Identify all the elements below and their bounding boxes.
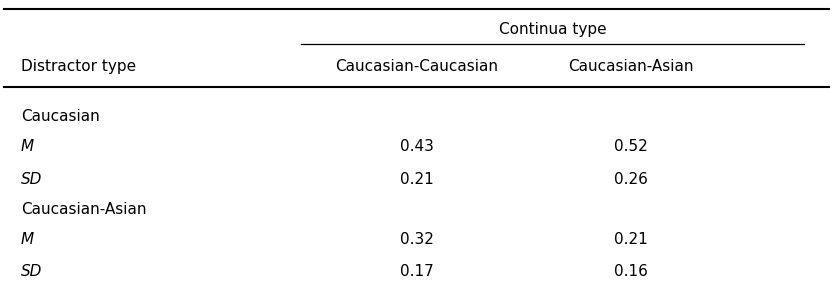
Text: M: M xyxy=(21,232,34,247)
Text: 0.43: 0.43 xyxy=(400,139,433,154)
Text: SD: SD xyxy=(21,172,42,187)
Text: Continua type: Continua type xyxy=(499,22,606,37)
Text: Caucasian-Asian: Caucasian-Asian xyxy=(568,59,694,74)
Text: 0.32: 0.32 xyxy=(400,232,433,247)
Text: M: M xyxy=(21,139,34,154)
Text: SD: SD xyxy=(21,264,42,279)
Text: Distractor type: Distractor type xyxy=(21,59,136,74)
Text: Caucasian-Asian: Caucasian-Asian xyxy=(21,202,146,217)
Text: 0.17: 0.17 xyxy=(400,264,433,279)
Text: Caucasian-Caucasian: Caucasian-Caucasian xyxy=(335,59,498,74)
Text: 0.16: 0.16 xyxy=(614,264,648,279)
Text: 0.21: 0.21 xyxy=(614,232,648,247)
Text: 0.26: 0.26 xyxy=(614,172,648,187)
Text: 0.52: 0.52 xyxy=(614,139,648,154)
Text: 0.21: 0.21 xyxy=(400,172,433,187)
Text: Caucasian: Caucasian xyxy=(21,109,99,124)
